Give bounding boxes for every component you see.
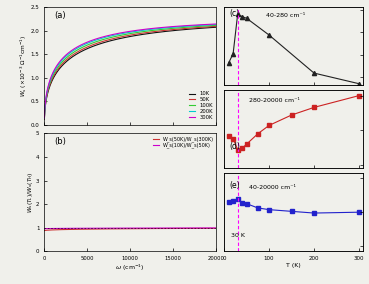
W_s(50K)/W_s(300K) xyxy=(211,227,215,230)
Text: 40-280 cm⁻¹: 40-280 cm⁻¹ xyxy=(266,13,305,18)
200K xyxy=(62,57,66,60)
10K xyxy=(108,39,113,43)
300K xyxy=(72,47,76,51)
50K xyxy=(211,25,215,28)
100K xyxy=(192,25,197,28)
200K xyxy=(192,24,197,27)
Line: W_s(50K)/W_s(300K): W_s(50K)/W_s(300K) xyxy=(44,228,216,231)
50K xyxy=(72,52,76,56)
Text: (c): (c) xyxy=(230,9,240,18)
300K xyxy=(211,22,215,26)
Line: 10K: 10K xyxy=(44,27,216,119)
50K xyxy=(62,60,66,64)
200K xyxy=(211,23,215,26)
W_s(10K)/W_s(50K) xyxy=(108,226,113,230)
W_s(50K)/W_s(300K) xyxy=(192,227,197,230)
50K xyxy=(192,26,197,30)
200K xyxy=(115,33,120,36)
Line: 50K: 50K xyxy=(44,26,216,119)
100K xyxy=(211,24,215,27)
W_s(50K)/W_s(300K) xyxy=(108,227,113,231)
10K xyxy=(192,27,197,30)
100K xyxy=(62,59,66,62)
50K xyxy=(42,117,46,121)
W_s(10K)/W_s(50K) xyxy=(42,227,46,230)
W_s(10K)/W_s(50K) xyxy=(115,226,120,230)
Y-axis label: $W_s$ ($\times10^{-3}$ $\Omega^{-1}$cm$^{-1}$): $W_s$ ($\times10^{-3}$ $\Omega^{-1}$cm$^… xyxy=(19,35,29,97)
200K xyxy=(42,117,46,120)
Text: (d): (d) xyxy=(230,142,241,151)
Text: (a): (a) xyxy=(55,11,66,20)
100K xyxy=(108,36,113,39)
300K xyxy=(214,22,218,26)
W_s(50K)/W_s(300K) xyxy=(72,228,76,231)
300K xyxy=(62,55,66,59)
200K xyxy=(214,23,218,26)
300K xyxy=(108,33,113,37)
200K xyxy=(108,34,113,38)
Legend: W_s(50K)/W_s(300K), W_s(10K)/W_s(50K): W_s(50K)/W_s(300K), W_s(10K)/W_s(50K) xyxy=(152,136,214,149)
W_s(50K)/W_s(300K) xyxy=(62,228,66,231)
Line: 200K: 200K xyxy=(44,24,216,118)
X-axis label: $\omega$ (cm$^{-1}$): $\omega$ (cm$^{-1}$) xyxy=(115,263,145,273)
Line: W_s(10K)/W_s(50K): W_s(10K)/W_s(50K) xyxy=(44,228,216,229)
100K xyxy=(115,34,120,38)
W_s(10K)/W_s(50K) xyxy=(62,227,66,230)
Line: 300K: 300K xyxy=(44,24,216,118)
50K xyxy=(214,25,218,28)
Text: (b): (b) xyxy=(55,137,66,146)
Text: 40-20000 cm⁻¹: 40-20000 cm⁻¹ xyxy=(249,185,296,190)
300K xyxy=(42,116,46,120)
Legend: 10K, 50K, 100K, 200K, 300K: 10K, 50K, 100K, 200K, 300K xyxy=(189,91,214,120)
Y-axis label: $W_s(T_L)/W_s(T_H)$: $W_s(T_L)/W_s(T_H)$ xyxy=(25,172,35,213)
50K xyxy=(108,38,113,41)
W_s(10K)/W_s(50K) xyxy=(211,226,215,230)
W_s(10K)/W_s(50K) xyxy=(214,226,218,230)
300K xyxy=(115,32,120,35)
10K xyxy=(42,118,46,121)
10K xyxy=(72,54,76,57)
Text: 280-20000 cm⁻¹: 280-20000 cm⁻¹ xyxy=(249,98,300,103)
W_s(10K)/W_s(50K) xyxy=(192,226,197,230)
10K xyxy=(211,26,215,29)
W_s(50K)/W_s(300K) xyxy=(214,227,218,230)
W_s(50K)/W_s(300K) xyxy=(42,229,46,232)
100K xyxy=(42,117,46,120)
W_s(10K)/W_s(50K) xyxy=(72,227,76,230)
10K xyxy=(62,62,66,66)
10K xyxy=(214,26,218,29)
50K xyxy=(115,36,120,39)
Text: 30 K: 30 K xyxy=(231,233,245,238)
100K xyxy=(214,24,218,27)
300K xyxy=(192,23,197,27)
10K xyxy=(115,37,120,41)
100K xyxy=(72,50,76,54)
Line: 100K: 100K xyxy=(44,25,216,119)
X-axis label: T (K): T (K) xyxy=(286,263,301,268)
Text: (e): (e) xyxy=(230,181,240,190)
W_s(50K)/W_s(300K) xyxy=(115,227,120,231)
200K xyxy=(72,48,76,52)
